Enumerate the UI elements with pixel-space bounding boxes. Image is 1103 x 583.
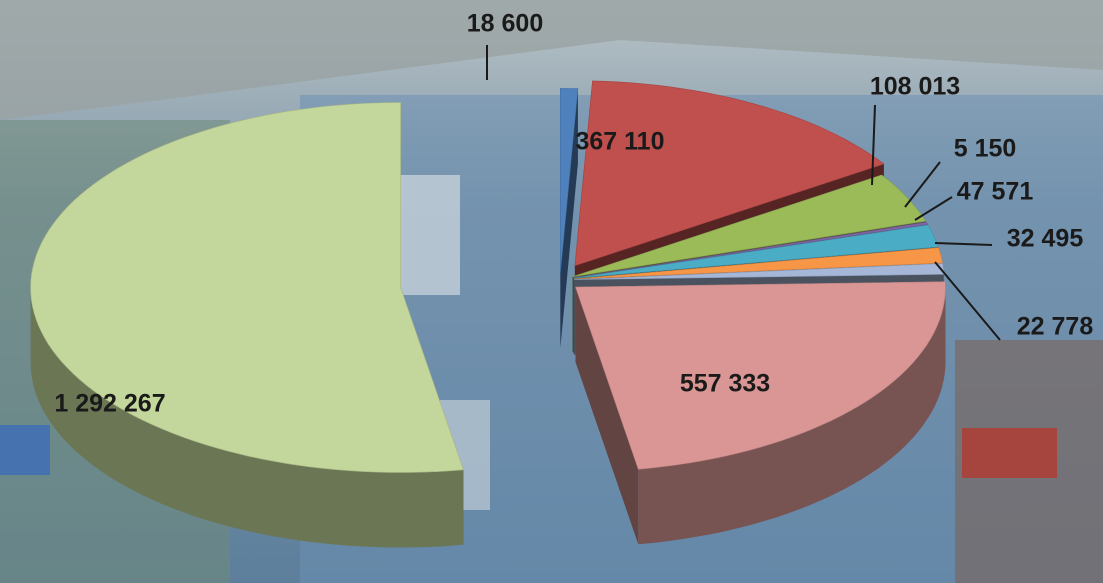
data-label: 5 150 (954, 135, 1017, 163)
slice (574, 80, 885, 267)
slice-wall (575, 287, 639, 545)
leader-line (914, 196, 953, 221)
slice (572, 174, 927, 277)
slice (30, 102, 464, 473)
data-label: 18 600 (467, 10, 543, 38)
labels: 18 600 367 110 108 013 5 150 47 571 32 495 22 … (54, 10, 1093, 418)
data-label: 367 110 (576, 128, 665, 156)
slice (560, 88, 579, 274)
slice-side (638, 287, 946, 545)
slice (573, 224, 939, 279)
leader-line (904, 161, 941, 208)
leader-line (871, 104, 876, 186)
data-label: 1 292 267 (54, 390, 165, 418)
slice (573, 221, 929, 278)
slice (573, 263, 945, 280)
pie (30, 80, 946, 548)
data-label: 32 495 (1007, 225, 1084, 253)
slice (573, 247, 943, 280)
data-label: 47 571 (957, 178, 1034, 206)
leader-line (934, 261, 1001, 341)
slice (575, 281, 946, 470)
data-label: 108 013 (870, 73, 960, 101)
data-label: 557 333 (680, 370, 770, 398)
slice-wall (560, 88, 578, 349)
data-label: 22 778 (1017, 313, 1094, 341)
slice-side (30, 287, 464, 548)
leader-line (934, 242, 993, 246)
